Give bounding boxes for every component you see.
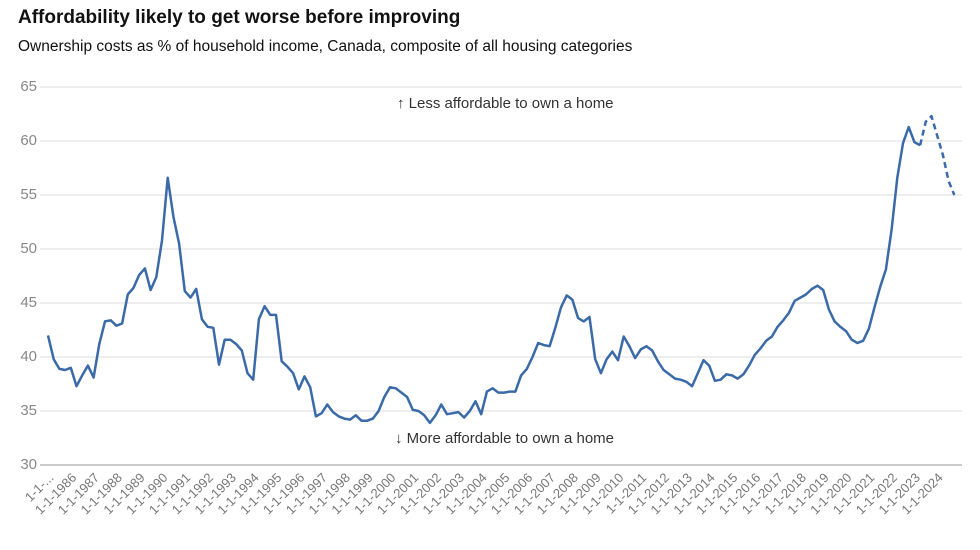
y-tick-label: 30: [20, 456, 37, 473]
y-tick-label: 40: [20, 348, 37, 365]
y-tick-label: 55: [20, 186, 37, 203]
annotation: ↑ Less affordable to own a home: [397, 95, 614, 112]
y-tick-label: 60: [20, 132, 37, 149]
chart-subtitle: Ownership costs as % of household income…: [18, 38, 633, 55]
annotation: ↓ More affordable to own a home: [395, 430, 614, 447]
line: [918, 114, 956, 196]
y-tick-label: 45: [20, 294, 37, 311]
y-tick-label: 65: [20, 78, 37, 95]
chart-title: Affordability likely to get worse before…: [18, 7, 460, 28]
y-tick-label: 35: [20, 402, 37, 419]
line: [46, 125, 921, 425]
y-tick-label: 50: [20, 240, 37, 257]
